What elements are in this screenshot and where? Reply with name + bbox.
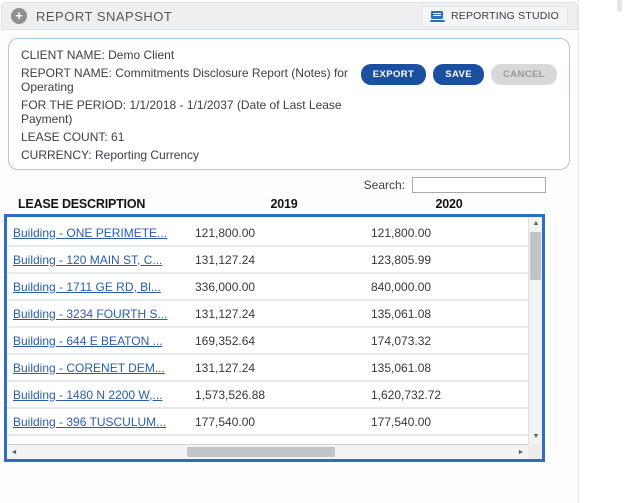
table-body: Building - ONE PERIMETE... 121,800.00 12… bbox=[7, 217, 528, 444]
reporting-studio-button[interactable]: REPORTING STUDIO bbox=[420, 5, 568, 27]
table-row: Building - 1711 GE RD, Bl... 336,000.00 … bbox=[7, 274, 528, 301]
lease-link[interactable]: Building - 3234 FOURTH S... bbox=[13, 306, 168, 321]
scroll-up-icon[interactable]: ▲ bbox=[532, 220, 540, 227]
save-button[interactable]: SAVE bbox=[433, 64, 485, 85]
search-row: Search: bbox=[0, 177, 546, 193]
lease-table: Building - ONE PERIMETE... 121,800.00 12… bbox=[4, 214, 545, 462]
value-2020: 177,540.00 bbox=[371, 414, 432, 429]
column-header-2019[interactable]: 2019 bbox=[270, 197, 298, 211]
value-2019: 131,127.24 bbox=[195, 360, 256, 375]
cancel-button[interactable]: CANCEL bbox=[491, 64, 557, 85]
report-name-line: REPORT NAME: Commitments Disclosure Repo… bbox=[21, 66, 348, 94]
report-info-card: CLIENT NAME: Demo Client REPORT NAME: Co… bbox=[8, 38, 570, 170]
horizontal-scroll-thumb[interactable] bbox=[187, 447, 335, 457]
vertical-scrollbar[interactable]: ▲ ▼ bbox=[528, 217, 542, 444]
reporting-studio-icon bbox=[429, 10, 445, 23]
value-2020: 174,073.32 bbox=[371, 333, 432, 348]
report-snapshot-panel: + REPORT SNAPSHOT REPORTING STUDIO CLIEN… bbox=[0, 0, 579, 503]
lease-link[interactable]: Building - 1711 GE RD, Bl... bbox=[13, 279, 161, 294]
scroll-left-icon[interactable]: ◄ bbox=[10, 449, 18, 456]
table-row: Building - CORENET DEM... 131,127.24 135… bbox=[7, 355, 528, 382]
table-row: Building - 1480 N 2200 W,... 1,573,526.8… bbox=[7, 382, 528, 409]
period-line: FOR THE PERIOD: 1/1/2018 - 1/1/2037 (Dat… bbox=[21, 98, 342, 126]
scrollbar-corner bbox=[528, 444, 542, 459]
lease-link[interactable]: Building - 1480 N 2200 W,... bbox=[13, 387, 163, 402]
lease-link[interactable]: Building - ONE PERIMETE... bbox=[13, 225, 168, 240]
value-2020: 1,620,732.72 bbox=[371, 387, 442, 402]
panel-header: + REPORT SNAPSHOT REPORTING STUDIO bbox=[1, 2, 578, 30]
scroll-down-icon[interactable]: ▼ bbox=[532, 433, 540, 440]
table-row: Building - 3234 FOURTH S... 131,127.24 1… bbox=[7, 301, 528, 328]
lease-link[interactable]: Building - 396 TUSCULUM... bbox=[13, 414, 167, 429]
report-info-lines: CLIENT NAME: Demo Client REPORT NAME: Co… bbox=[21, 48, 381, 162]
scroll-right-icon[interactable]: ► bbox=[517, 449, 525, 456]
panel-title: REPORT SNAPSHOT bbox=[36, 8, 173, 24]
value-2019: 131,127.24 bbox=[195, 306, 256, 321]
table-row: Building - 396 TUSCULUM... 177,540.00 17… bbox=[7, 409, 528, 436]
lease-link[interactable]: Building - 644 E BEATON ... bbox=[13, 333, 163, 348]
value-2019: 1,573,526.88 bbox=[195, 387, 266, 402]
value-2020: 135,061.08 bbox=[371, 306, 432, 321]
horizontal-scrollbar[interactable]: ◄ ► bbox=[7, 444, 528, 459]
value-2020: 121,800.00 bbox=[371, 225, 432, 240]
value-2020: 135,061.08 bbox=[371, 360, 432, 375]
lease-link[interactable]: Building - 120 MAIN ST, C... bbox=[13, 252, 163, 267]
value-2020: 123,805.99 bbox=[371, 252, 432, 267]
export-button[interactable]: EXPORT bbox=[360, 64, 427, 85]
value-2019: 336,000.00 bbox=[195, 279, 256, 294]
expand-plus-icon[interactable]: + bbox=[11, 8, 27, 24]
table-row: Building - 644 E BEATON ... 169,352.64 1… bbox=[7, 328, 528, 355]
value-2019: 169,352.64 bbox=[195, 333, 256, 348]
window-scrollbar-fragment bbox=[617, 0, 622, 12]
lease-link[interactable]: Building - CORENET DEM... bbox=[13, 360, 165, 375]
search-label: Search: bbox=[363, 178, 405, 192]
column-header-lease-description[interactable]: LEASE DESCRIPTION bbox=[18, 197, 146, 211]
vertical-scroll-thumb[interactable] bbox=[530, 232, 541, 280]
reporting-studio-label: REPORTING STUDIO bbox=[450, 10, 559, 22]
search-input[interactable] bbox=[412, 177, 546, 193]
column-header-2020[interactable]: 2020 bbox=[435, 197, 463, 211]
value-2019: 131,127.24 bbox=[195, 252, 256, 267]
table-row: Building - ONE PERIMETE... 121,800.00 12… bbox=[7, 220, 528, 247]
table-column-headers: LEASE DESCRIPTION 2019 2020 bbox=[4, 197, 524, 211]
action-buttons: EXPORT SAVE CANCEL bbox=[360, 64, 557, 85]
value-2019: 121,800.00 bbox=[195, 225, 256, 240]
table-row: Building - 120 MAIN ST, C... 131,127.24 … bbox=[7, 247, 528, 274]
lease-count-line: LEASE COUNT: 61 bbox=[21, 130, 125, 144]
client-name-line: CLIENT NAME: Demo Client bbox=[21, 48, 175, 62]
value-2019: 177,540.00 bbox=[195, 414, 256, 429]
value-2020: 840,000.00 bbox=[371, 279, 432, 294]
currency-line: CURRENCY: Reporting Currency bbox=[21, 148, 200, 162]
